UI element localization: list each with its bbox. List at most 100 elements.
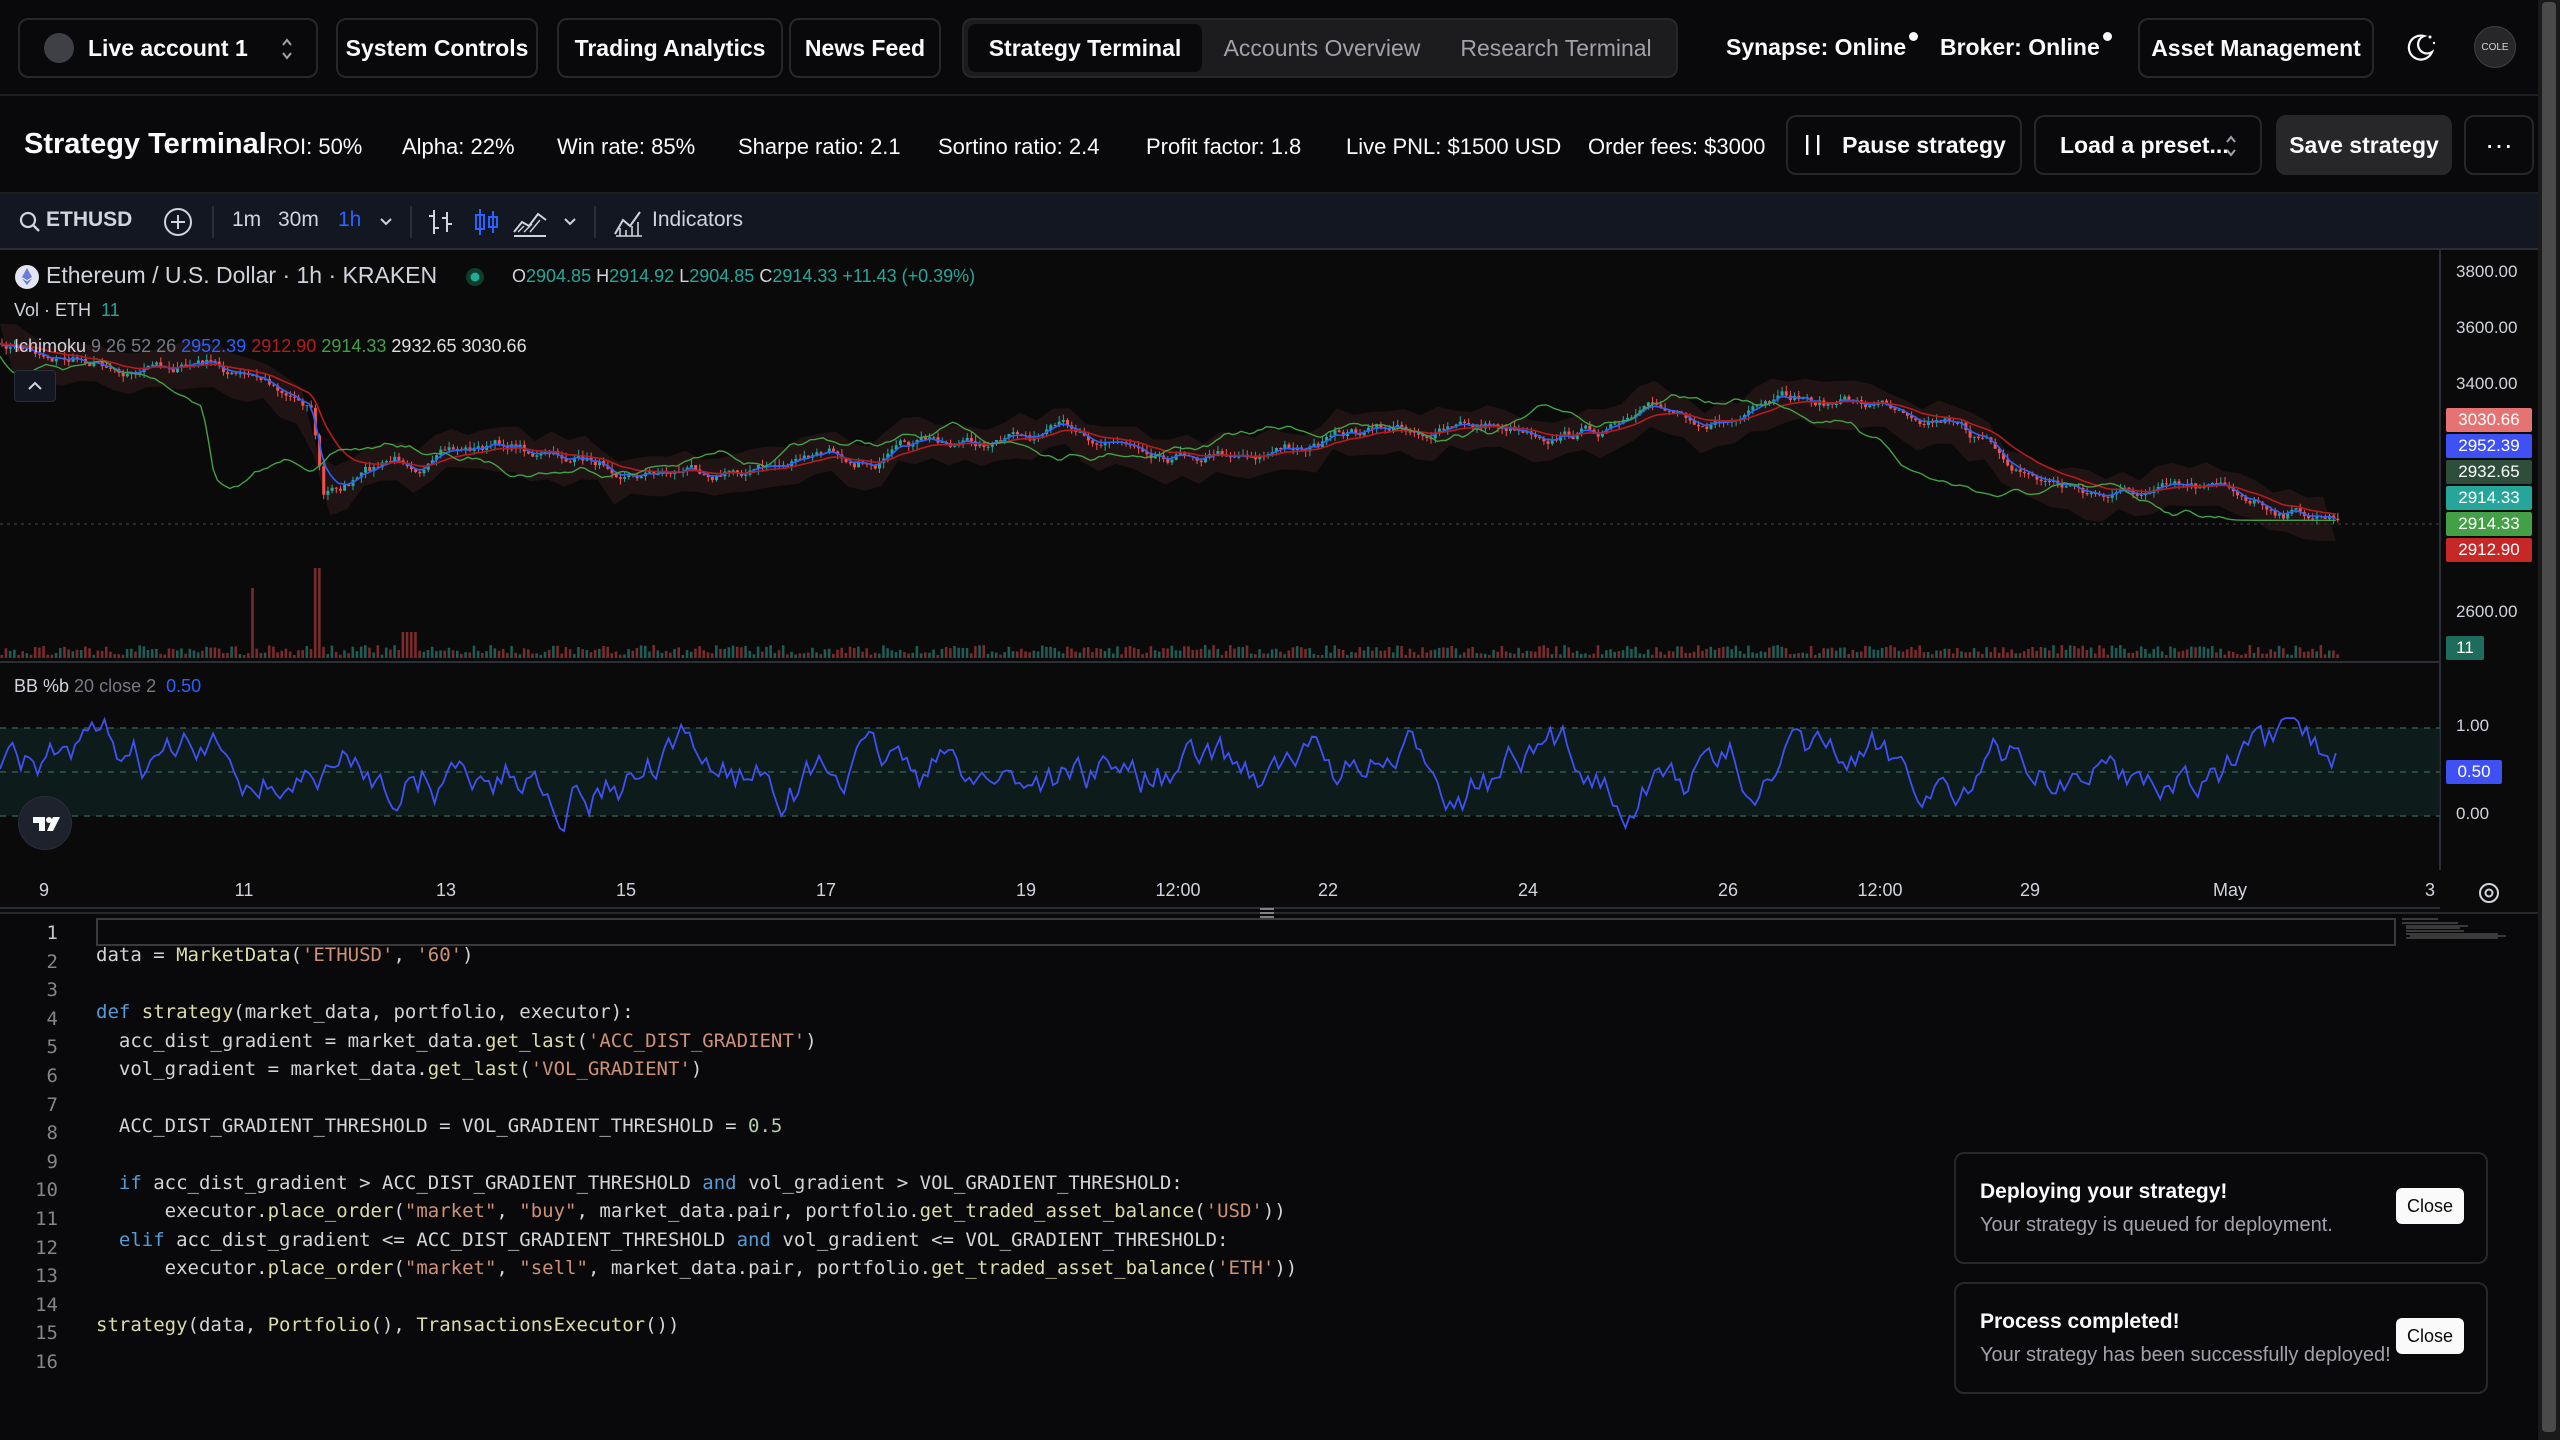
line-number: 3 bbox=[46, 979, 58, 1002]
tab-accounts-overview[interactable]: Accounts Overview bbox=[1223, 34, 1421, 61]
ichimoku-lead-a: 2932.65 bbox=[391, 336, 457, 356]
asset-management-button[interactable]: Asset Management bbox=[2138, 18, 2374, 78]
resize-handle-icon[interactable] bbox=[1258, 906, 1276, 920]
chart-canvas[interactable] bbox=[0, 250, 2538, 912]
broker-status-label: Broker: Online bbox=[1940, 34, 2100, 60]
toolbar-divider bbox=[410, 206, 412, 238]
x-axis-tick: 24 bbox=[1517, 880, 1539, 900]
collapse-legend-button[interactable] bbox=[14, 370, 56, 402]
chevron-up-down-icon bbox=[2226, 135, 2236, 157]
code-line[interactable]: elif acc_dist_gradient <= ACC_DIST_GRADI… bbox=[118, 1229, 1229, 1251]
code-line[interactable]: vol_gradient = market_data.get_last('VOL… bbox=[96, 1058, 703, 1080]
price-tag-lagging: 2914.33 bbox=[2446, 512, 2532, 536]
tab-strategy-terminal[interactable]: Strategy Terminal bbox=[968, 24, 1202, 72]
ichimoku-legend: Ichimoku 9 26 52 26 2952.39 2912.90 2914… bbox=[14, 336, 527, 357]
ohlc-open: 2904.85 bbox=[526, 266, 592, 286]
chart-settings-icon[interactable] bbox=[2476, 880, 2502, 906]
code-line[interactable]: executor.place_order("market", "buy", ma… bbox=[96, 1200, 1286, 1222]
area-chart-icon[interactable] bbox=[512, 206, 548, 238]
metric-win-rate: Win rate: 85% bbox=[557, 134, 696, 159]
ohlc-change: +11.43 (+0.39%) bbox=[842, 266, 976, 286]
bb-value-tag: 0.50 bbox=[2446, 760, 2502, 784]
save-strategy-button[interactable]: Save strategy bbox=[2276, 115, 2452, 175]
line-number: 5 bbox=[46, 1036, 58, 1059]
code-line[interactable]: acc_dist_gradient = market_data.get_last… bbox=[96, 1030, 817, 1052]
theme-toggle-icon[interactable] bbox=[2404, 30, 2438, 64]
line-number: 2 bbox=[46, 950, 58, 973]
code-line[interactable]: data = MarketData('ETHUSD', '60') bbox=[96, 944, 474, 966]
code-minimap[interactable] bbox=[2398, 916, 2510, 940]
search-icon[interactable] bbox=[18, 210, 42, 234]
volume-legend: Vol · ETH 11 bbox=[14, 300, 120, 321]
page-scrollbar[interactable] bbox=[2538, 0, 2560, 1440]
metric-order-fees: Order fees: $3000 bbox=[1588, 134, 1766, 159]
x-axis-tick: 26 bbox=[1717, 880, 1739, 900]
toolbar-divider bbox=[212, 206, 214, 238]
account-selector[interactable]: Live account 1 bbox=[18, 18, 318, 78]
candles-icon[interactable] bbox=[472, 206, 502, 238]
page-title: Strategy Terminal bbox=[24, 128, 267, 160]
symbol-search[interactable]: ETHUSD bbox=[46, 208, 133, 231]
chevron-up-down-icon bbox=[282, 38, 292, 60]
x-axis-tick: 12:00 bbox=[1155, 880, 1201, 900]
chevron-up-icon bbox=[28, 381, 42, 390]
price-tag-lead-a: 2932.65 bbox=[2446, 460, 2532, 484]
line-number: 6 bbox=[46, 1065, 58, 1087]
ohlc-open-label: O bbox=[512, 266, 527, 286]
tradingview-logo[interactable] bbox=[18, 796, 72, 850]
user-avatar[interactable]: COLE bbox=[2474, 26, 2516, 68]
toolbar-divider bbox=[594, 206, 596, 238]
pause-icon bbox=[1806, 135, 1820, 155]
price-chart[interactable]: Ethereum / U.S. Dollar · 1h · KRAKEN O29… bbox=[0, 250, 2538, 912]
y-axis-tick: 3800.00 bbox=[2456, 262, 2518, 281]
more-options-button[interactable]: ··· bbox=[2464, 115, 2534, 175]
toast-title: Process completed! bbox=[1980, 1310, 2180, 1333]
indicators-button[interactable]: Indicators bbox=[652, 208, 744, 231]
price-tag-conversion: 2952.39 bbox=[2446, 434, 2532, 458]
indicators-icon[interactable] bbox=[612, 206, 644, 238]
bb-axis-tick: 0.00 bbox=[2456, 804, 2490, 823]
price-tag-close: 2914.33 bbox=[2446, 486, 2532, 510]
load-preset-select[interactable]: Load a preset... bbox=[2034, 115, 2262, 175]
code-line[interactable]: def strategy(market_data, portfolio, exe… bbox=[96, 1001, 634, 1023]
tab-research-terminal[interactable]: Research Terminal bbox=[1460, 34, 1652, 61]
volume-legend-value: 11 bbox=[101, 300, 120, 320]
bb-params: 20 close 2 bbox=[74, 676, 157, 696]
load-preset-label: Load a preset... bbox=[2060, 131, 2229, 158]
account-avatar bbox=[44, 33, 74, 63]
trading-analytics-link[interactable]: Trading Analytics bbox=[557, 18, 783, 78]
toast-title: Deploying your strategy! bbox=[1980, 1180, 2228, 1203]
ethereum-logo-icon bbox=[15, 265, 39, 289]
compare-add-icon[interactable] bbox=[162, 206, 194, 238]
bb-legend: BB %b 20 close 2 0.50 bbox=[14, 676, 201, 697]
ohlc-close: 2914.33 bbox=[772, 266, 838, 286]
y-axis-tick: 3600.00 bbox=[2456, 318, 2518, 337]
interval-1m[interactable]: 1m bbox=[232, 208, 262, 231]
x-axis-tick: 22 bbox=[1317, 880, 1339, 900]
price-tag-lead-b: 3030.66 bbox=[2446, 408, 2532, 432]
strategy-header: Strategy Terminal ROI: 50% Alpha: 22% Wi… bbox=[0, 96, 2560, 194]
broker-status-dot bbox=[2102, 32, 2112, 41]
line-number: 8 bbox=[46, 1122, 58, 1145]
line-number: 14 bbox=[35, 1293, 58, 1316]
synapse-status-dot bbox=[1909, 32, 1919, 41]
toast-close-button[interactable]: Close bbox=[2396, 1188, 2464, 1224]
x-axis-tick: 19 bbox=[1015, 880, 1037, 900]
toast-close-button[interactable]: Close bbox=[2396, 1318, 2464, 1354]
code-line[interactable]: if acc_dist_gradient > ACC_DIST_GRADIENT… bbox=[118, 1172, 1183, 1194]
code-line[interactable]: executor.place_order("market", "sell", m… bbox=[96, 1257, 1298, 1279]
interval-30m[interactable]: 30m bbox=[278, 208, 319, 231]
chevron-down-icon[interactable] bbox=[562, 214, 578, 230]
pause-strategy-button[interactable]: Pause strategy bbox=[1786, 115, 2022, 175]
news-feed-link[interactable]: News Feed bbox=[789, 18, 941, 78]
code-editor[interactable]: 1 2 3 4 5 6 7 8 9 10 11 12 13 14 15 16 data = MarketDat… bbox=[0, 908, 2538, 1440]
bar-chart-type-icon[interactable] bbox=[426, 206, 456, 238]
code-line[interactable]: strategy(data, Portfolio(), Transactions… bbox=[96, 1314, 680, 1336]
x-axis-tick: 17 bbox=[815, 880, 837, 900]
scrollbar-thumb[interactable] bbox=[2542, 2, 2556, 1432]
x-axis-tick: 12:00 bbox=[1857, 880, 1903, 900]
code-line[interactable]: ACC_DIST_GRADIENT_THRESHOLD = VOL_GRADIE… bbox=[96, 1115, 783, 1137]
system-controls-link[interactable]: System Controls bbox=[336, 18, 538, 78]
interval-1h[interactable]: 1h bbox=[338, 208, 362, 231]
chevron-down-icon[interactable] bbox=[378, 214, 394, 230]
